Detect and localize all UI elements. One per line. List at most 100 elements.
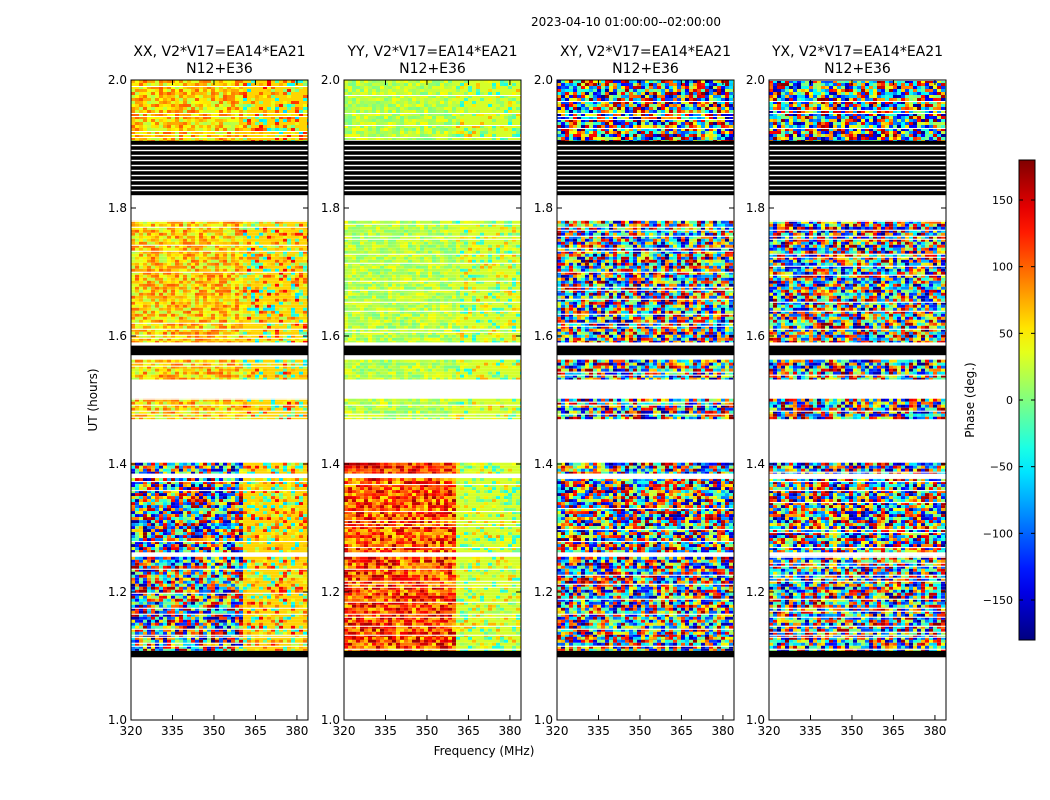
phase-cell xyxy=(279,535,283,539)
phase-cell xyxy=(187,478,191,482)
phase-cell xyxy=(279,319,283,323)
phase-cell xyxy=(163,220,167,224)
phase-cell xyxy=(247,304,251,308)
phase-cell xyxy=(231,368,235,372)
phase-cell xyxy=(303,241,307,245)
phase-cell xyxy=(291,298,295,302)
phase-cell xyxy=(235,134,239,137)
phase-cell xyxy=(215,416,219,420)
phase-cell xyxy=(303,413,307,417)
phase-cell xyxy=(287,289,291,293)
phase-cell xyxy=(171,365,175,369)
phase-cell xyxy=(295,322,299,326)
phase-cell xyxy=(235,223,239,227)
phase-cell xyxy=(143,481,147,485)
phase-cell xyxy=(223,328,227,332)
phase-cell xyxy=(159,232,163,236)
phase-cell xyxy=(203,490,207,494)
phase-cell xyxy=(171,407,175,411)
phase-cell xyxy=(287,523,291,527)
phase-cell xyxy=(143,265,147,269)
phase-cell xyxy=(263,505,267,509)
phase-cell xyxy=(267,89,271,92)
phase-cell xyxy=(179,520,183,524)
phase-cell xyxy=(163,410,167,414)
phase-cell xyxy=(271,490,275,494)
phase-cell xyxy=(155,365,159,369)
phase-cell xyxy=(211,125,215,128)
phase-cell xyxy=(223,110,227,113)
phase-cell xyxy=(295,529,299,533)
phase-cell xyxy=(239,481,243,485)
phase-cell xyxy=(299,95,303,98)
phase-cell xyxy=(207,377,211,380)
phase-cell xyxy=(151,83,155,86)
phase-cell xyxy=(291,407,295,411)
phase-cell xyxy=(287,80,291,83)
phase-cell xyxy=(151,289,155,293)
phase-cell xyxy=(143,478,147,482)
phase-cell xyxy=(235,310,239,314)
phase-cell xyxy=(191,101,195,104)
phase-cell xyxy=(187,371,191,375)
phase-cell xyxy=(191,137,195,140)
phase-cell xyxy=(139,377,143,380)
phase-cell xyxy=(179,86,183,89)
phase-cell xyxy=(183,529,187,533)
phase-cell xyxy=(171,301,175,305)
phase-cell xyxy=(203,407,207,411)
phase-cell xyxy=(139,286,143,290)
phase-cell xyxy=(167,241,171,245)
phase-cell xyxy=(291,92,295,95)
phase-cell xyxy=(227,119,231,122)
phase-cell xyxy=(287,265,291,269)
phase-cell xyxy=(131,337,135,341)
phase-cell xyxy=(267,511,271,515)
phase-cell xyxy=(299,322,303,326)
phase-cell xyxy=(295,468,299,472)
phase-cell xyxy=(195,544,199,548)
phase-cell xyxy=(295,526,299,530)
phase-cell xyxy=(143,368,147,372)
phase-cell xyxy=(243,92,247,95)
phase-cell xyxy=(175,95,179,98)
phase-cell xyxy=(139,223,143,227)
phase-cell xyxy=(215,374,219,378)
phase-cell xyxy=(279,262,283,266)
phase-cell xyxy=(235,481,239,485)
phase-cell xyxy=(151,244,155,248)
phase-cell xyxy=(195,313,199,317)
phase-cell xyxy=(259,331,263,335)
phase-cell xyxy=(215,535,219,539)
phase-cell xyxy=(135,292,139,296)
phase-cell xyxy=(207,122,211,125)
phase-cell xyxy=(171,223,175,227)
phase-cell xyxy=(299,131,303,134)
phase-cell xyxy=(255,481,259,485)
phase-cell xyxy=(239,268,243,272)
phase-cell xyxy=(135,404,139,408)
phase-cell xyxy=(287,226,291,230)
phase-cell xyxy=(175,119,179,122)
phase-cell xyxy=(163,371,167,375)
phase-cell xyxy=(191,125,195,128)
phase-cell xyxy=(263,289,267,293)
phase-cell xyxy=(251,274,255,278)
phase-cell xyxy=(171,137,175,140)
phase-cell xyxy=(139,511,143,515)
phase-cell xyxy=(295,292,299,296)
phase-cell xyxy=(191,232,195,236)
phase-cell xyxy=(195,374,199,378)
phase-cell xyxy=(159,526,163,530)
phase-cell xyxy=(199,462,203,466)
phase-cell xyxy=(283,223,287,227)
phase-cell xyxy=(243,241,247,245)
phase-cell xyxy=(219,271,223,275)
phase-cell xyxy=(247,110,251,113)
phase-cell xyxy=(227,295,231,299)
phase-cell xyxy=(171,259,175,263)
phase-cell xyxy=(271,98,275,101)
phase-cell xyxy=(175,404,179,408)
phase-cell xyxy=(279,119,283,122)
phase-cell xyxy=(287,410,291,414)
